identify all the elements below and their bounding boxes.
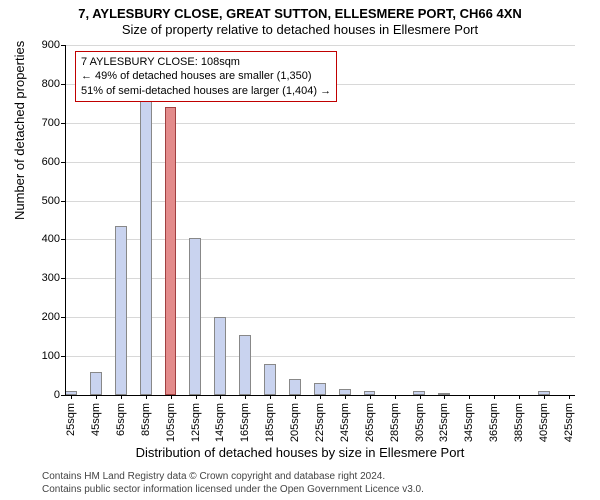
xtick-label: 245sqm xyxy=(339,403,351,442)
xtick-label: 425sqm xyxy=(563,403,575,442)
ytick-label: 600 xyxy=(20,156,60,168)
histogram-bar xyxy=(314,383,326,395)
annotation-line-3: 51% of semi-detached houses are larger (… xyxy=(81,84,331,98)
histogram-bar xyxy=(264,364,276,395)
histogram-bar xyxy=(140,88,152,395)
x-axis-label: Distribution of detached houses by size … xyxy=(0,445,600,460)
xtick-label: 285sqm xyxy=(389,403,401,442)
page-subtitle: Size of property relative to detached ho… xyxy=(0,22,600,37)
histogram-bar xyxy=(189,238,201,396)
annotation-line-2: ← 49% of detached houses are smaller (1,… xyxy=(81,69,331,83)
xtick-label: 225sqm xyxy=(314,403,326,442)
xtick-label: 305sqm xyxy=(414,403,426,442)
footer-line-1: Contains HM Land Registry data © Crown c… xyxy=(42,471,424,484)
ytick-label: 0 xyxy=(20,389,60,401)
xtick-label: 345sqm xyxy=(463,403,475,442)
histogram-bar xyxy=(239,335,251,395)
gridline xyxy=(65,45,575,46)
xtick-label: 385sqm xyxy=(513,403,525,442)
xtick-label: 65sqm xyxy=(115,403,127,436)
footer-line-2: Contains public sector information licen… xyxy=(42,484,424,497)
ytick-label: 200 xyxy=(20,311,60,323)
annotation-box: 7 AYLESBURY CLOSE: 108sqm ← 49% of detac… xyxy=(75,51,337,102)
xtick-label: 265sqm xyxy=(364,403,376,442)
ytick-label: 400 xyxy=(20,233,60,245)
ytick-label: 500 xyxy=(20,195,60,207)
xtick-label: 325sqm xyxy=(438,403,450,442)
x-axis-line xyxy=(65,395,575,396)
annotation-line-1: 7 AYLESBURY CLOSE: 108sqm xyxy=(81,55,331,69)
xtick-label: 125sqm xyxy=(190,403,202,442)
xtick-label: 165sqm xyxy=(239,403,251,442)
histogram-bar xyxy=(214,317,226,395)
y-axis-label: Number of detached properties xyxy=(12,41,27,220)
xtick-label: 405sqm xyxy=(538,403,550,442)
histogram-bar xyxy=(289,379,301,395)
xtick-label: 85sqm xyxy=(140,403,152,436)
ytick-label: 800 xyxy=(20,78,60,90)
histogram-bar xyxy=(90,372,102,395)
ytick-label: 900 xyxy=(20,39,60,51)
chart-area: 010020030040050060070080090025sqm45sqm65… xyxy=(65,45,575,395)
xtick-label: 25sqm xyxy=(65,403,77,436)
ytick-label: 300 xyxy=(20,272,60,284)
footer-text: Contains HM Land Registry data © Crown c… xyxy=(42,471,424,496)
xtick-label: 205sqm xyxy=(289,403,301,442)
xtick-label: 365sqm xyxy=(488,403,500,442)
xtick-label: 45sqm xyxy=(90,403,102,436)
ytick-label: 100 xyxy=(20,350,60,362)
histogram-bar-highlight xyxy=(165,107,177,395)
xtick-label: 105sqm xyxy=(165,403,177,442)
y-axis-line xyxy=(65,45,66,395)
histogram-bar xyxy=(115,226,127,395)
ytick-label: 700 xyxy=(20,117,60,129)
xtick-label: 145sqm xyxy=(214,403,226,442)
page-title: 7, AYLESBURY CLOSE, GREAT SUTTON, ELLESM… xyxy=(0,6,600,21)
xtick-label: 185sqm xyxy=(264,403,276,442)
